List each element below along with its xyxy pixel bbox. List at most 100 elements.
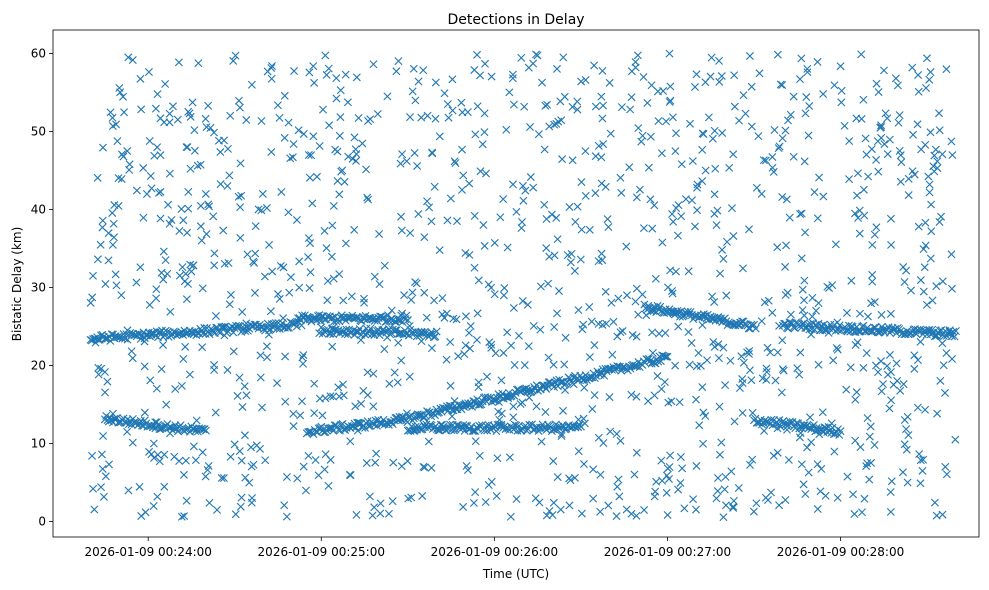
- scatter-point: [846, 363, 855, 372]
- scatter-point: [842, 385, 851, 394]
- scatter-point: [446, 338, 455, 347]
- scatter-point: [364, 117, 373, 126]
- scatter-point: [120, 108, 129, 117]
- scatter-point: [165, 169, 174, 178]
- scatter-point: [238, 402, 247, 411]
- scatter-point: [556, 505, 565, 514]
- scatter-point: [205, 202, 214, 211]
- scatter-point: [616, 436, 625, 445]
- scatter-point: [470, 263, 479, 272]
- scatter-point: [868, 270, 877, 279]
- scatter-point: [754, 132, 763, 141]
- scatter-point: [710, 342, 719, 351]
- scatter-point: [663, 352, 672, 361]
- scatter-point: [471, 437, 480, 446]
- scatter-point: [474, 383, 483, 392]
- scatter-point: [613, 482, 622, 491]
- scatter-point: [800, 276, 809, 285]
- scatter-point: [776, 80, 785, 89]
- scatter-point: [856, 443, 865, 452]
- scatter-point: [699, 439, 708, 448]
- scatter-point: [648, 348, 657, 357]
- scatter-point: [914, 356, 923, 365]
- scatter-point: [113, 137, 122, 146]
- scatter-point: [938, 339, 947, 348]
- scatter-point: [800, 296, 809, 305]
- scatter-point: [454, 352, 463, 361]
- scatter-point: [368, 511, 377, 520]
- scatter-point: [750, 320, 758, 329]
- scatter-point: [778, 80, 787, 89]
- scatter-point: [452, 315, 461, 324]
- scatter-point: [286, 273, 295, 282]
- scatter-point: [553, 309, 562, 318]
- scatter-point: [323, 296, 332, 305]
- scatter-point: [676, 452, 685, 461]
- scatter-point: [719, 343, 728, 352]
- scatter-point: [362, 459, 371, 468]
- scatter-point: [245, 478, 254, 487]
- scatter-point: [282, 512, 291, 521]
- scatter-point: [520, 102, 529, 111]
- scatter-point: [301, 486, 310, 495]
- scatter-point: [117, 150, 126, 159]
- scatter-point: [357, 399, 366, 408]
- scatter-point: [341, 239, 350, 248]
- scatter-point: [397, 226, 406, 235]
- scatter-point: [305, 284, 314, 293]
- scatter-point: [746, 460, 755, 469]
- scatter-point: [503, 328, 512, 337]
- scatter-point: [837, 86, 846, 95]
- scatter-point: [795, 370, 804, 379]
- scatter-point: [747, 82, 756, 91]
- scatter-point: [440, 89, 449, 98]
- scatter-point: [633, 51, 642, 60]
- scatter-point: [762, 375, 771, 384]
- scatter-point: [931, 145, 940, 154]
- scatter-point: [179, 216, 188, 225]
- scatter-point: [944, 329, 952, 338]
- scatter-point: [343, 330, 352, 339]
- scatter-point: [866, 422, 875, 431]
- scatter-point: [701, 412, 710, 420]
- scatter-point: [674, 485, 683, 494]
- scatter-point: [710, 190, 719, 199]
- scatter-point: [161, 79, 170, 88]
- scatter-point: [542, 511, 551, 520]
- scatter-point: [698, 321, 707, 330]
- x-axis: 2026-01-09 00:24:00 2026-01-09 00:25:00 20…: [84, 537, 904, 559]
- scatter-point: [939, 361, 948, 370]
- scatter-point: [552, 64, 561, 73]
- scatter-point: [179, 330, 188, 339]
- scatter-point: [738, 379, 747, 388]
- scatter-point: [250, 288, 259, 297]
- scatter-point: [709, 337, 718, 346]
- scatter-point: [225, 171, 234, 180]
- scatter-point: [111, 270, 120, 279]
- y-tick-label: 10: [31, 436, 46, 450]
- scatter-point: [607, 298, 616, 307]
- scatter-point: [862, 349, 871, 358]
- scatter-point: [89, 484, 98, 493]
- scatter-point: [789, 92, 798, 101]
- scatter-point: [351, 402, 360, 411]
- scatter-point: [231, 510, 240, 519]
- scatter-point: [883, 361, 892, 370]
- scatter-point: [793, 364, 802, 373]
- scatter-point: [223, 181, 232, 190]
- scatter-point: [432, 327, 441, 336]
- scatter-point: [153, 492, 162, 501]
- scatter-point: [881, 109, 890, 118]
- scatter-point: [925, 75, 934, 84]
- scatter-point: [935, 126, 944, 135]
- scatter-point: [632, 193, 641, 202]
- scatter-point: [218, 323, 227, 332]
- scatter-point: [647, 81, 656, 90]
- x-tick-label: 2026-01-09 00:26:00: [431, 545, 558, 559]
- scatter-point: [146, 172, 155, 180]
- scatter-point: [784, 455, 793, 464]
- scatter-point: [797, 460, 806, 469]
- scatter-point: [698, 383, 707, 392]
- scatter-point: [870, 441, 879, 449]
- scatter-point: [574, 423, 583, 432]
